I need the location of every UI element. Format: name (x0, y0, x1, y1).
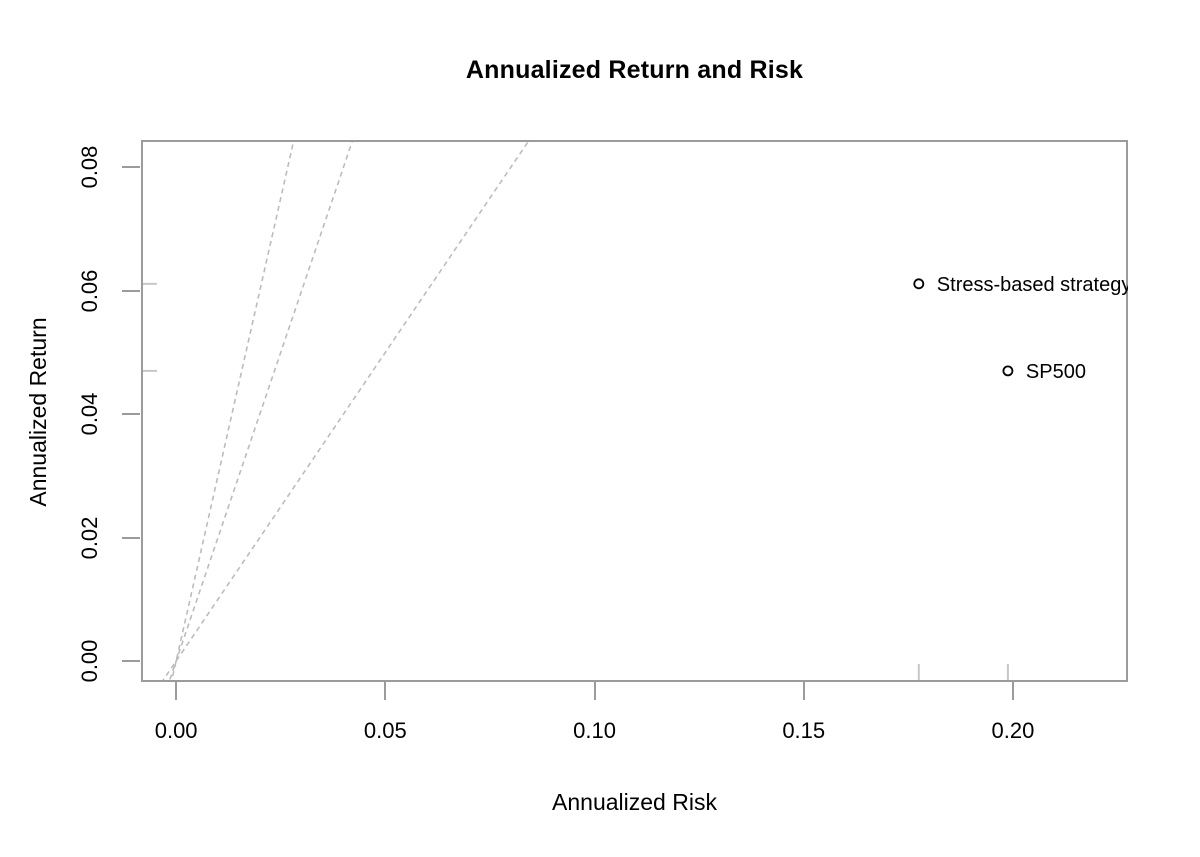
plot-area: Stress-based strategy SP500 (141, 140, 1128, 682)
y-axis-tick-label: 0.00 (77, 639, 102, 683)
reference-line (160, 140, 531, 682)
y-axis-title: Annualized Return (25, 317, 51, 507)
x-axis-tick-label: 0.10 (573, 718, 616, 743)
data-point (1002, 365, 1014, 377)
chart-title: Annualized Return and Risk (465, 56, 804, 84)
y-axis-tick-label: 0.06 (77, 269, 102, 313)
x-axis-tick-label: 0.05 (363, 718, 407, 743)
x-axis-tick (384, 682, 387, 700)
reference-line (170, 140, 295, 682)
x-axis-tick (175, 682, 178, 700)
x-axis-tick-label: 0.20 (991, 718, 1035, 743)
y-axis-tick-label: 0.02 (77, 516, 102, 559)
y-axis-tick (122, 660, 140, 662)
x-axis-tick-label: 0.00 (154, 718, 198, 743)
y-axis-tick (122, 166, 140, 169)
y-axis-tick-label: 0.04 (77, 392, 102, 436)
plot-border (141, 140, 1128, 682)
x-axis-tick (802, 682, 805, 700)
x-axis-tick (1011, 682, 1014, 700)
x-axis-title: Annualized Risk (552, 789, 717, 815)
y-axis-tick (122, 536, 140, 539)
x-axis-tick (593, 682, 596, 700)
reference-line (168, 140, 354, 682)
y-axis-tick-label: 0.08 (77, 145, 102, 189)
y-axis-tick (122, 413, 140, 416)
data-point-label: Stress-based strategy (937, 274, 1128, 296)
x-axis-tick-label: 0.15 (782, 718, 826, 743)
data-point (913, 278, 925, 290)
y-axis-tick (122, 289, 140, 292)
data-point-label: SP500 (1026, 361, 1086, 383)
